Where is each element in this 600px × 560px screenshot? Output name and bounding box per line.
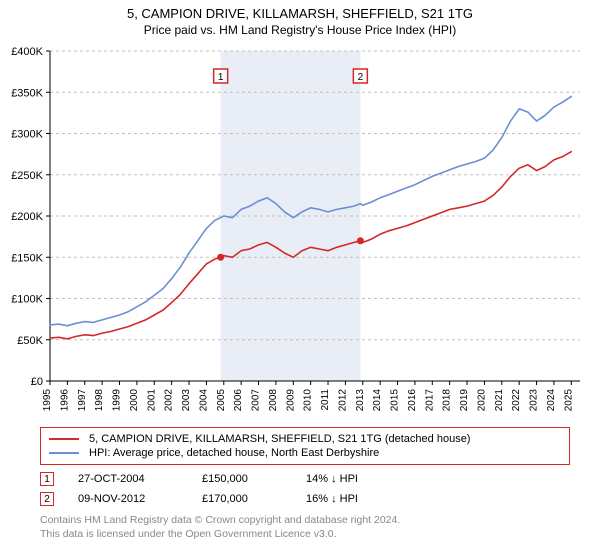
line-chart: £0 £50K £100K £150K £200K £250K £300K £350K £400… bbox=[0, 41, 600, 421]
sales-table: 1 27-OCT-2004 £150,000 14% ↓ HPI 2 09-NOV-201… bbox=[40, 469, 570, 509]
x-tick-label: 2005 bbox=[216, 389, 227, 412]
sale-dot-1 bbox=[217, 254, 224, 261]
x-tick-label: 2007 bbox=[251, 389, 262, 412]
x-tick-label: 1996 bbox=[59, 389, 70, 412]
y-tick-label: £50K bbox=[17, 335, 43, 347]
x-tick-label: 2023 bbox=[529, 389, 540, 412]
sales-date: 09-NOV-2012 bbox=[78, 493, 178, 505]
legend-label: 5, CAMPION DRIVE, KILLAMARSH, SHEFFIELD,… bbox=[89, 433, 470, 445]
x-tick-label: 2009 bbox=[285, 389, 296, 412]
y-tick-label: £250K bbox=[11, 170, 43, 182]
sales-price: £150,000 bbox=[202, 473, 282, 485]
chart-title: 5, CAMPION DRIVE, KILLAMARSH, SHEFFIELD,… bbox=[0, 0, 600, 21]
y-tick-label: £150K bbox=[11, 252, 43, 264]
x-tick-label: 2010 bbox=[303, 389, 314, 412]
legend: 5, CAMPION DRIVE, KILLAMARSH, SHEFFIELD,… bbox=[40, 427, 570, 465]
sales-date: 27-OCT-2004 bbox=[78, 473, 178, 485]
x-tick-label: 1999 bbox=[112, 389, 123, 412]
sale-marker-label-2: 2 bbox=[358, 72, 364, 83]
y-tick-label: £400K bbox=[11, 46, 43, 58]
x-tick-label: 1995 bbox=[42, 389, 53, 412]
x-tick-label: 2008 bbox=[268, 389, 279, 412]
legend-swatch bbox=[49, 452, 79, 454]
sale-marker-label-1: 1 bbox=[218, 72, 224, 83]
y-tick-label: £0 bbox=[31, 376, 43, 388]
chart-area: £0 £50K £100K £150K £200K £250K £300K £350K £400… bbox=[0, 41, 600, 421]
x-tick-label: 2012 bbox=[337, 389, 348, 412]
footnote: Contains HM Land Registry data © Crown c… bbox=[40, 513, 570, 541]
x-tick-label: 2021 bbox=[494, 389, 505, 412]
sales-row: 2 09-NOV-2012 £170,000 16% ↓ HPI bbox=[40, 489, 570, 509]
footnote-line-1: Contains HM Land Registry data © Crown c… bbox=[40, 514, 400, 526]
x-tick-label: 2022 bbox=[511, 389, 522, 412]
sales-price: £170,000 bbox=[202, 493, 282, 505]
x-tick-label: 2015 bbox=[390, 389, 401, 412]
x-tick-label: 2006 bbox=[233, 389, 244, 412]
legend-swatch bbox=[49, 438, 79, 440]
x-tick-label: 1997 bbox=[77, 389, 88, 412]
chart-subtitle: Price paid vs. HM Land Registry's House … bbox=[0, 21, 600, 41]
y-tick-label: £300K bbox=[11, 129, 43, 141]
sale-dot-2 bbox=[357, 237, 364, 244]
y-tick-label: £200K bbox=[11, 211, 43, 223]
sales-marker-2: 2 bbox=[40, 492, 54, 506]
x-tick-label: 2020 bbox=[476, 389, 487, 412]
y-tick-label: £350K bbox=[11, 87, 43, 99]
x-tick-label: 2018 bbox=[442, 389, 453, 412]
x-tick-label: 2019 bbox=[459, 389, 470, 412]
x-tick-label: 2000 bbox=[129, 389, 140, 412]
footnote-line-2: This data is licensed under the Open Gov… bbox=[40, 528, 337, 540]
x-tick-label: 2025 bbox=[563, 389, 574, 412]
x-tick-label: 2001 bbox=[146, 389, 157, 412]
x-tick-label: 2013 bbox=[355, 389, 366, 412]
sales-marker-1: 1 bbox=[40, 472, 54, 486]
sales-delta: 16% ↓ HPI bbox=[306, 493, 386, 505]
x-tick-label: 2014 bbox=[372, 389, 383, 412]
x-tick-label: 2017 bbox=[424, 389, 435, 412]
y-tick-label: £100K bbox=[11, 294, 43, 306]
legend-label: HPI: Average price, detached house, Nort… bbox=[89, 447, 379, 459]
x-tick-label: 2011 bbox=[320, 389, 331, 411]
x-tick-label: 2024 bbox=[546, 389, 557, 412]
chart-container: 5, CAMPION DRIVE, KILLAMARSH, SHEFFIELD,… bbox=[0, 0, 600, 560]
x-tick-label: 2004 bbox=[198, 389, 209, 412]
x-tick-label: 2002 bbox=[164, 389, 175, 412]
x-tick-label: 1998 bbox=[94, 389, 105, 412]
x-tick-label: 2016 bbox=[407, 389, 418, 412]
sales-row: 1 27-OCT-2004 £150,000 14% ↓ HPI bbox=[40, 469, 570, 489]
legend-row: 5, CAMPION DRIVE, KILLAMARSH, SHEFFIELD,… bbox=[49, 432, 561, 446]
legend-row: HPI: Average price, detached house, Nort… bbox=[49, 446, 561, 460]
sales-delta: 14% ↓ HPI bbox=[306, 473, 386, 485]
x-tick-label: 2003 bbox=[181, 389, 192, 412]
